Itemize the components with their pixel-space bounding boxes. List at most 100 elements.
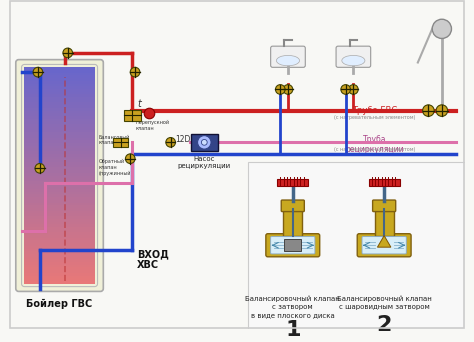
Text: Бойлер ГВС: Бойлер ГВС <box>27 299 93 309</box>
Bar <box>25 140 95 143</box>
FancyBboxPatch shape <box>281 200 304 212</box>
Text: 2: 2 <box>376 315 392 334</box>
Bar <box>25 186 95 189</box>
Bar <box>25 208 95 211</box>
Circle shape <box>436 105 447 116</box>
Circle shape <box>35 163 45 173</box>
Bar <box>25 205 95 208</box>
Bar <box>25 270 95 273</box>
Circle shape <box>201 140 207 145</box>
Bar <box>25 202 95 205</box>
Bar <box>25 256 95 259</box>
Circle shape <box>432 19 451 38</box>
FancyBboxPatch shape <box>271 237 315 254</box>
Circle shape <box>126 154 135 163</box>
Text: Обратный
клапан
(пружинный): Обратный клапан (пружинный) <box>99 159 133 175</box>
Bar <box>25 159 95 162</box>
Bar <box>25 191 95 195</box>
Bar <box>25 94 95 97</box>
Bar <box>25 253 95 257</box>
Circle shape <box>423 105 434 116</box>
Bar <box>25 134 95 138</box>
Bar <box>191 134 218 151</box>
Bar <box>25 226 95 229</box>
Circle shape <box>198 136 211 149</box>
Bar <box>25 181 95 184</box>
Bar <box>25 129 95 132</box>
Bar <box>25 156 95 159</box>
Bar <box>25 107 95 110</box>
FancyBboxPatch shape <box>357 234 411 257</box>
Bar <box>25 86 95 89</box>
Bar <box>25 188 95 192</box>
Bar <box>25 164 95 168</box>
Bar <box>25 237 95 240</box>
Text: ВХОД
ХВС: ВХОД ХВС <box>137 249 169 271</box>
Bar <box>25 69 95 73</box>
Bar <box>25 175 95 178</box>
FancyBboxPatch shape <box>373 200 396 212</box>
Bar <box>25 262 95 265</box>
FancyBboxPatch shape <box>266 234 320 257</box>
Bar <box>25 278 95 281</box>
Bar <box>25 248 95 251</box>
Circle shape <box>348 84 358 94</box>
FancyBboxPatch shape <box>16 60 103 291</box>
Bar <box>25 110 95 113</box>
Bar <box>25 91 95 94</box>
Bar <box>25 75 95 78</box>
Bar <box>25 229 95 232</box>
Bar <box>113 137 128 147</box>
Bar <box>25 116 95 119</box>
Bar <box>25 232 95 235</box>
Text: t: t <box>137 99 141 109</box>
Bar <box>25 213 95 216</box>
Circle shape <box>144 108 155 119</box>
FancyBboxPatch shape <box>362 237 406 254</box>
Bar <box>25 102 95 105</box>
Text: 1: 1 <box>285 320 301 340</box>
Ellipse shape <box>276 55 300 66</box>
Bar <box>25 83 95 86</box>
Bar <box>284 239 301 251</box>
Bar <box>25 235 95 238</box>
Text: Балансовый
клапан: Балансовый клапан <box>99 135 130 145</box>
Bar <box>25 126 95 130</box>
Bar <box>25 273 95 276</box>
Bar <box>25 183 95 186</box>
Bar <box>25 145 95 148</box>
Bar <box>277 179 308 186</box>
Circle shape <box>166 137 175 147</box>
Ellipse shape <box>342 55 365 66</box>
Bar <box>25 224 95 227</box>
Bar <box>369 179 400 186</box>
Bar <box>25 210 95 213</box>
Circle shape <box>283 84 293 94</box>
Bar <box>25 89 95 92</box>
Bar <box>25 215 95 219</box>
Bar <box>25 80 95 83</box>
Bar <box>25 96 95 100</box>
Bar <box>374 209 394 236</box>
Text: Насос
рециркуляции: Насос рециркуляции <box>178 156 231 169</box>
Bar <box>25 78 95 81</box>
Circle shape <box>341 84 350 94</box>
Bar <box>124 110 141 121</box>
Bar <box>25 105 95 108</box>
Text: Балансировочный клапан
с затвором
в виде плоского диска: Балансировочный клапан с затвором в виде… <box>246 295 340 318</box>
Bar <box>25 151 95 154</box>
Text: Перепускной
клапан: Перепускной клапан <box>135 120 169 131</box>
Bar <box>25 267 95 270</box>
Bar <box>25 243 95 246</box>
Bar <box>25 172 95 175</box>
Circle shape <box>33 67 43 77</box>
Bar <box>25 121 95 124</box>
Text: (с нагревательным элементом): (с нагревательным элементом) <box>334 147 415 152</box>
Bar <box>283 209 302 236</box>
Bar <box>25 178 95 181</box>
Bar <box>25 170 95 173</box>
Bar <box>25 118 95 121</box>
Bar <box>25 113 95 116</box>
FancyBboxPatch shape <box>336 46 371 67</box>
Bar <box>25 259 95 262</box>
